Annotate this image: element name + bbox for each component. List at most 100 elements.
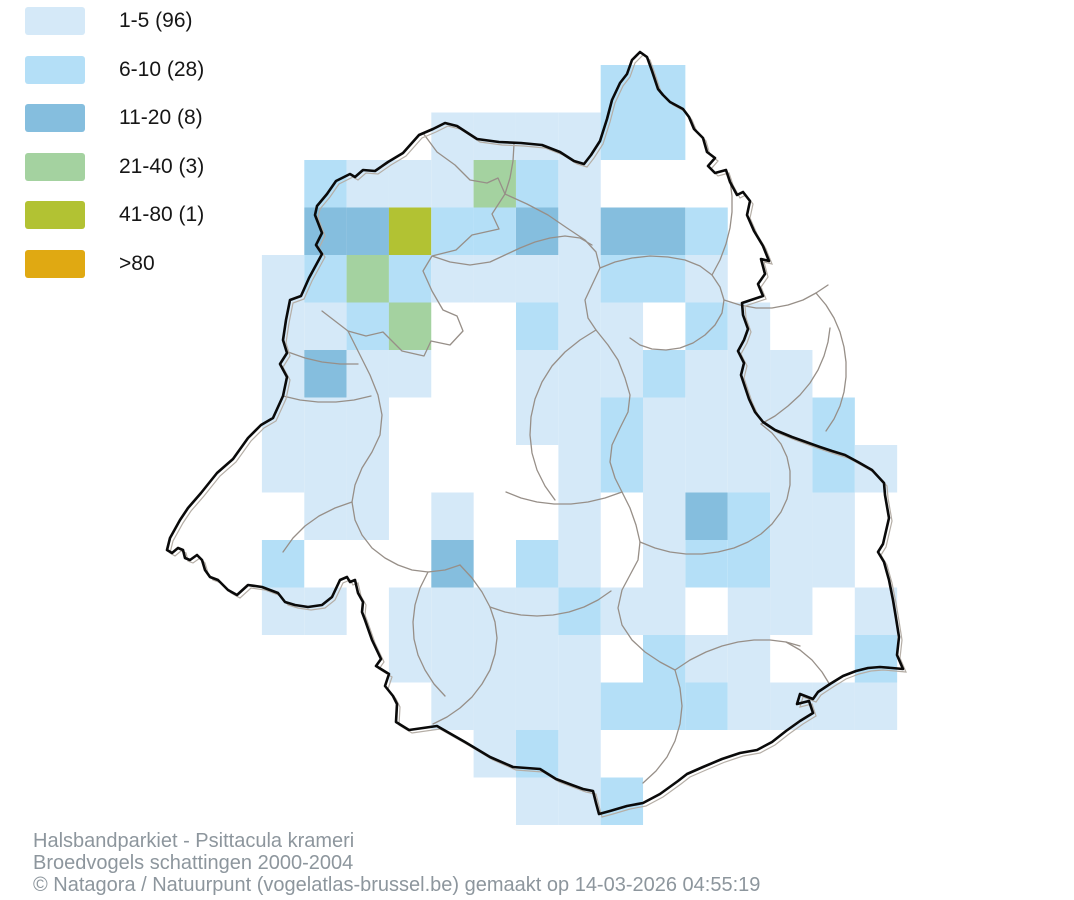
grid-cell [643,445,686,493]
grid-cell [770,350,813,398]
grid-cell [516,160,559,208]
grid-cell [727,492,771,540]
commune-boundary-line [723,284,829,309]
grid-cell [431,682,474,730]
grid-cell [643,207,686,255]
grid-cell [600,397,644,445]
grid-cell [346,255,389,303]
grid-cell [388,635,432,683]
grid-cell [346,492,389,540]
grid-cell [516,540,559,588]
grid-cell [346,397,389,445]
grid-cell [304,255,347,303]
grid-cell [516,397,559,445]
grid-cell [685,492,728,540]
grid-cell [727,445,771,493]
legend-item-class-11-20: 11-20 (8) [25,104,204,132]
grid-cell [304,302,347,350]
legend-item-class-41-80: 41-80 (1) [25,201,204,229]
grid-cell [643,492,686,540]
commune-boundary-line [674,639,801,671]
commune-boundary-line [815,292,847,432]
grid-cell [558,682,601,730]
grid-cell [643,255,686,303]
commune-boundary-line [504,193,676,671]
grid-cell [388,350,432,398]
grid-cell [304,445,347,493]
commune-boundary-line [529,329,597,501]
grid-cell [431,635,474,683]
grid-cell [600,587,644,635]
grid-cell [727,540,771,588]
grid-cell [304,587,347,635]
grid-cell [261,255,305,303]
grid-cell [473,587,516,635]
grid-cell [516,112,559,160]
grid-cell [558,112,601,160]
grid-cell [685,207,728,255]
grid-cell [473,682,516,730]
grid-cell [558,730,601,778]
grid-cell [600,207,644,255]
grid-cell [643,112,686,160]
grid-cell [558,397,601,445]
grid-cell [770,540,813,588]
grid-cell [304,350,347,398]
grid-cell [516,682,559,730]
grid-cell [558,445,601,493]
grid-cell [473,112,516,160]
grid-cell [812,682,855,730]
grid-cell [473,160,516,208]
commune-boundaries [282,132,847,784]
commune-boundary-line [282,501,353,553]
legend: 1-5 (96) 6-10 (28) 11-20 (8) 21-40 (3) 41-80… [25,7,204,298]
grid-cell [304,397,347,445]
grid-cell [346,302,389,350]
commune-boundary-line [432,564,498,725]
legend-item-class-6-10: 6-10 (28) [25,55,205,84]
grid-cell [388,160,432,208]
legend-swatch-class-41-80 [25,201,85,229]
grid-cell [558,255,601,303]
commune-boundary-line [785,641,831,686]
grid-cell [685,540,728,588]
grid-cell [600,777,644,825]
grid-cell [388,587,432,635]
grid-cell [854,587,898,635]
grid-cell [516,350,559,398]
grid-cell [854,445,898,493]
grid-cell [600,350,644,398]
map-footer: Halsbandparkiet - Psittacula krameri Bro… [33,830,760,896]
legend-label: >80 [119,251,155,275]
grid-cell [516,255,559,303]
grid-cell [261,540,305,588]
grid-cell [431,112,474,160]
legend-swatch-class-1-5 [25,7,85,35]
grid-cell [558,777,601,825]
grid-cell [558,540,601,588]
commune-boundary-line [760,327,831,425]
grid-cell [812,492,855,540]
grid-cell [346,445,389,493]
legend-label: 6-10 (28) [119,57,205,81]
legend-swatch-class-21-40 [25,152,85,181]
grid-cell [600,445,644,493]
grid-cell [473,635,516,683]
commune-boundary-line [711,179,733,276]
legend-label: 21-40 (3) [119,154,205,178]
region-boundary [165,50,905,816]
grid-cell [727,350,771,398]
grid-cell [727,587,771,635]
grid-cell [558,302,601,350]
grid-cell [346,350,389,398]
grid-cell [685,682,728,730]
grid-cell [431,160,474,208]
grid-cell [643,540,686,588]
legend-item-class-21-40: 21-40 (3) [25,152,205,181]
grid-cell [685,445,728,493]
grid-cell [600,682,644,730]
commune-boundary-line [287,351,359,365]
grid-cell [516,302,559,350]
grid-cell [770,682,813,730]
